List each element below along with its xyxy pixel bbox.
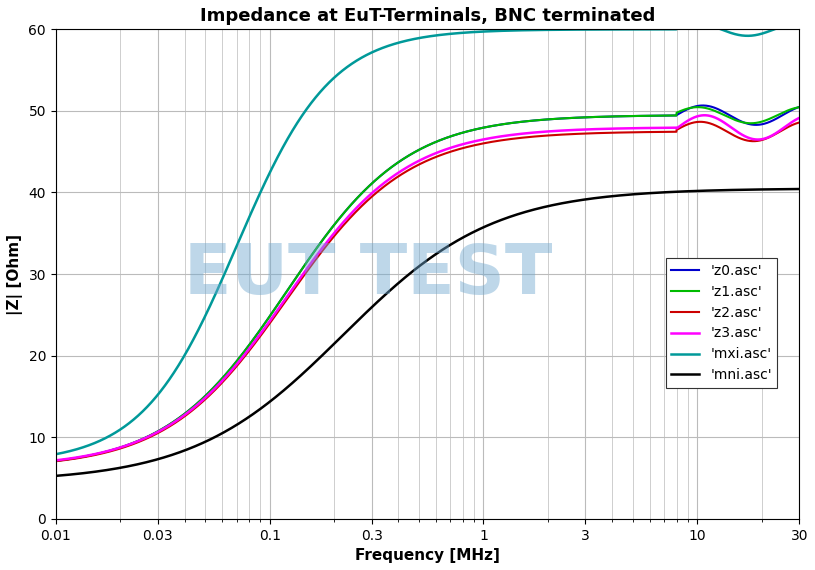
- 'z3.asc': [780, 124, 790, 131]
- 'z1.asc': [336, 213, 346, 220]
- 'z0.asc': [51, 458, 61, 465]
- 'z3.asc': [180, 412, 190, 418]
- 'mxi.asc': [180, 352, 190, 359]
- Line: 'z1.asc': 'z1.asc': [56, 107, 800, 461]
- 'mxi.asc': [51, 451, 61, 458]
- 'z3.asc': [700, 112, 710, 119]
- Line: 'z0.asc': 'z0.asc': [56, 105, 800, 461]
- 'z2.asc': [795, 119, 804, 126]
- 'mni.asc': [368, 303, 378, 310]
- 'z2.asc': [51, 458, 61, 465]
- 'mxi.asc': [700, 21, 710, 27]
- 'mni.asc': [180, 447, 190, 454]
- 'mxi.asc': [795, 19, 804, 26]
- 'z1.asc': [180, 410, 190, 417]
- 'z0.asc': [795, 104, 804, 111]
- Line: 'z3.asc': 'z3.asc': [56, 115, 800, 461]
- 'z1.asc': [368, 179, 378, 186]
- Legend: 'z0.asc', 'z1.asc', 'z2.asc', 'z3.asc', 'mxi.asc', 'mni.asc': 'z0.asc', 'z1.asc', 'z2.asc', 'z3.asc', …: [666, 258, 778, 388]
- 'z1.asc': [795, 104, 804, 111]
- Y-axis label: |Z| [Ohm]: |Z| [Ohm]: [7, 234, 23, 315]
- 'z2.asc': [780, 125, 790, 132]
- 'z1.asc': [693, 104, 703, 111]
- 'z0.asc': [700, 102, 710, 109]
- 'mni.asc': [700, 188, 710, 194]
- 'z1.asc': [700, 104, 710, 111]
- 'z3.asc': [699, 112, 709, 119]
- Text: EUT TEST: EUT TEST: [184, 241, 553, 308]
- 'z1.asc': [51, 458, 61, 465]
- 'mxi.asc': [780, 22, 790, 29]
- 'z2.asc': [695, 119, 705, 125]
- 'mxi.asc': [689, 19, 699, 26]
- 'mni.asc': [780, 186, 790, 193]
- 'z2.asc': [136, 438, 146, 445]
- 'mxi.asc': [136, 410, 146, 417]
- 'z2.asc': [180, 413, 190, 420]
- 'z0.asc': [698, 102, 707, 109]
- 'mni.asc': [795, 186, 804, 193]
- 'z0.asc': [368, 179, 378, 186]
- 'z3.asc': [136, 437, 146, 443]
- Line: 'mxi.asc': 'mxi.asc': [56, 23, 800, 454]
- 'z3.asc': [51, 457, 61, 464]
- 'z2.asc': [368, 192, 378, 199]
- 'z0.asc': [180, 410, 190, 417]
- Line: 'mni.asc': 'mni.asc': [56, 189, 800, 476]
- X-axis label: Frequency [MHz]: Frequency [MHz]: [355, 548, 500, 563]
- Title: Impedance at EuT-Terminals, BNC terminated: Impedance at EuT-Terminals, BNC terminat…: [200, 7, 655, 25]
- 'z0.asc': [780, 111, 790, 117]
- 'z0.asc': [136, 437, 146, 443]
- 'z3.asc': [368, 189, 378, 196]
- 'z3.asc': [336, 222, 346, 229]
- 'mni.asc': [136, 460, 146, 467]
- 'z1.asc': [136, 437, 146, 443]
- 'z1.asc': [780, 108, 790, 115]
- 'z2.asc': [336, 225, 346, 231]
- 'z0.asc': [336, 213, 346, 220]
- 'mni.asc': [51, 473, 61, 479]
- 'mni.asc': [336, 333, 346, 340]
- 'z3.asc': [795, 115, 804, 121]
- 'z2.asc': [700, 119, 710, 125]
- Line: 'z2.asc': 'z2.asc': [56, 122, 800, 461]
- 'mxi.asc': [336, 68, 346, 75]
- 'mxi.asc': [368, 48, 378, 55]
